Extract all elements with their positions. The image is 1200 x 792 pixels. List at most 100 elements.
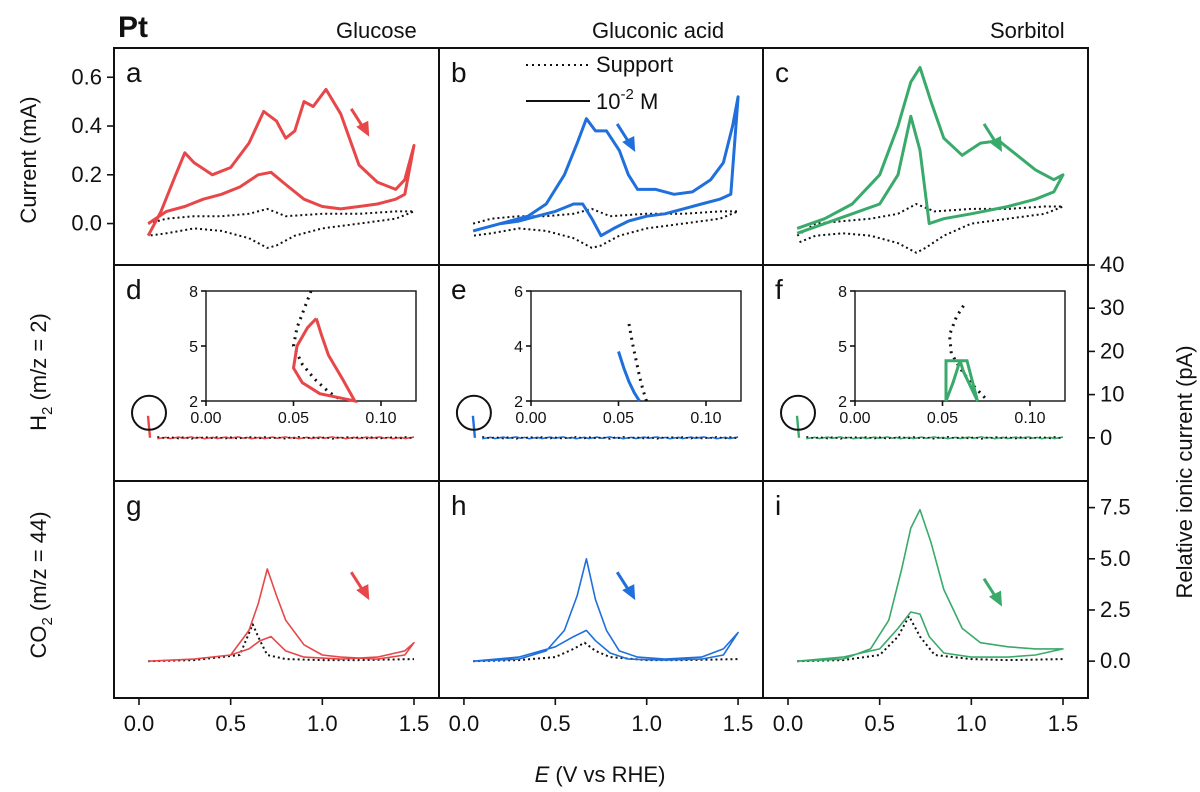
sample-curve [482,436,739,440]
inset-frame [854,290,1066,402]
y2-tick-label: 0 [1100,425,1112,450]
sample-curve [797,508,1064,662]
y-label-h2-base: H [26,415,51,431]
panel-letter: g [126,490,142,521]
inset-x-tick-label: 0.00 [190,410,221,427]
panel-letter: d [126,274,142,305]
inset-y-tick-label: 2 [838,394,847,411]
trend-arrow-head [989,135,1002,152]
y-label-co2-sub: 2 [39,617,56,625]
y-label-co2-base: CO [26,626,51,659]
x-label: E (V vs RHE) [535,762,666,787]
y2-tick-label: 0.0 [1100,648,1131,673]
inset-y-tick-label: 5 [838,339,847,356]
x-tick-label: 0.5 [864,711,895,736]
y-tick-label: 0.0 [71,211,102,236]
support-curve [472,207,740,249]
y2-tick-label: 5.0 [1100,546,1131,571]
column-title-gluconic-acid: Gluconic acid [592,18,724,43]
panel-letter: c [775,57,789,88]
sample-curve [146,87,416,237]
sample-curve [806,436,1064,440]
y-tick-label: 0.2 [71,162,102,187]
y-label-current: Current (mA) [16,96,41,223]
support-curve [148,623,415,663]
inset-sample-curve [291,317,358,404]
inset-x-tick-label: 0.05 [278,410,309,427]
y2-tick-label: 20 [1100,338,1124,363]
column-title-glucose: Glucose [336,18,417,43]
y-label-h2: H2 (m/z = 2) [26,313,56,431]
support-curve [473,641,739,663]
trend-arrow-head [356,120,370,137]
legend-conc-unit: M [634,89,658,114]
support-curve [796,203,1064,254]
legend-conc-base: 10 [596,89,620,114]
zoom-circle [780,394,816,431]
y-label-right: Relative ionic current (pA) [1172,345,1197,598]
x-tick-label: 1.5 [723,711,754,736]
x-label-rest: (V vs RHE) [549,762,665,787]
sample-spike [471,415,477,438]
x-tick-label: 1.0 [631,711,662,736]
inset-y-tick-label: 2 [189,394,198,411]
trend-arrow-head [989,590,1002,607]
x-tick-label: 1.5 [1048,711,1079,736]
support-curve [482,435,739,440]
inset-sample-curve [617,351,641,402]
y-label-h2-sub: 2 [39,407,56,415]
x-tick-label: 0.0 [124,711,155,736]
inset-x-tick-label: 0.10 [1014,410,1045,427]
panel-letter: b [451,57,467,88]
inset-y-tick-label: 4 [514,339,523,356]
plot-grid: 0.0 0.5 1.0 1.5 0.0 0.5 1.0 1.5 0.0 0.5 1.0 1.50.00… [71,47,1131,736]
y2-tick-label: 7.5 [1100,495,1131,520]
x-tick-label: 0.0 [449,711,480,736]
inset-x-tick-label: 0.05 [603,410,634,427]
sample-curve [148,568,415,662]
inset-support-curve [947,304,990,403]
inset-support-curve [291,290,344,403]
panel-letter: i [775,490,781,521]
trend-arrow-head [356,584,370,601]
inset-x-tick-label: 0.10 [690,410,721,427]
y-label-co2: CO2 (m/z = 44) [26,511,56,658]
inset-y-tick-label: 6 [514,284,523,301]
inset-frame [530,290,742,402]
y2-tick-label: 30 [1100,295,1124,320]
zoom-circle [455,394,492,431]
x-tick-label: 0.5 [540,711,571,736]
legend-support-label: Support [596,52,673,77]
y2-tick-label: 10 [1100,382,1124,407]
y2-tick-label: 2.5 [1100,597,1131,622]
y2-tick-label: 40 [1100,252,1124,277]
inset-y-tick-label: 8 [838,284,847,301]
legend: Support 10-2 M [526,52,673,114]
inset-x-tick-label: 0.10 [365,410,396,427]
x-tick-label: 0.0 [773,711,804,736]
support-curve [157,435,415,440]
legend-conc-exp: -2 [620,86,633,103]
panel-letter: a [126,57,142,88]
support-curve [806,435,1064,440]
inset-sample-curve [944,359,979,402]
panel-letter: e [451,274,467,305]
inset-x-tick-label: 0.00 [515,410,546,427]
y-label-co2-rest: (m/z = 44) [26,511,51,617]
panel-letter: f [775,274,783,305]
sample-spike [146,415,152,438]
column-title-sorbitol: Sorbitol [990,18,1065,43]
trend-arrow-head [622,584,636,601]
inset-x-tick-label: 0.00 [839,410,870,427]
sample-spike [795,415,801,438]
sample-curve [796,66,1065,235]
legend-conc-label: 10-2 M [596,86,658,114]
material-label: Pt [118,11,148,44]
zoom-circle [131,394,167,431]
x-tick-label: 1.0 [307,711,338,736]
y-tick-label: 0.4 [71,113,102,138]
plot-frame [113,47,1089,699]
y-tick-label: 0.6 [71,64,102,89]
trend-arrow-head [622,135,636,152]
